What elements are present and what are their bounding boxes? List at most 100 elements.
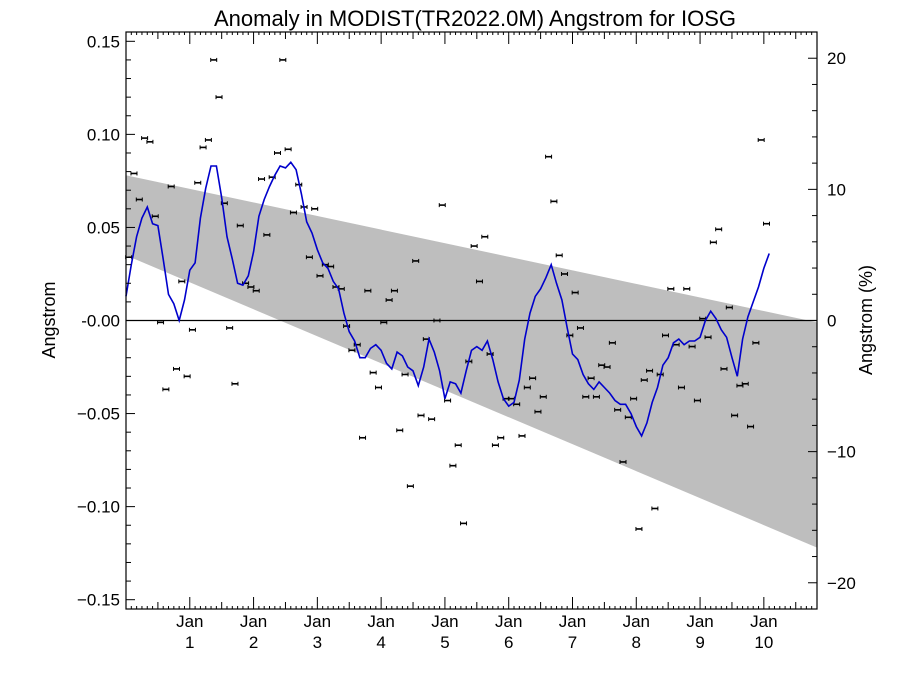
monthly-point <box>709 240 717 245</box>
y-left-tick-label: −0.10 <box>77 498 120 517</box>
monthly-point <box>279 57 287 62</box>
monthly-point <box>167 184 175 189</box>
monthly-point <box>199 145 207 150</box>
monthly-point <box>539 394 547 399</box>
x-tick-year-label: 3 <box>313 633 322 652</box>
monthly-point <box>725 305 733 310</box>
monthly-point <box>523 385 531 390</box>
monthly-point <box>486 352 494 357</box>
y-left-tick-label: 0.15 <box>87 32 120 51</box>
monthly-point <box>667 286 675 291</box>
monthly-point <box>741 381 749 386</box>
monthly-point <box>412 258 420 263</box>
monthly-point <box>545 154 553 159</box>
x-tick-month-label: Jan <box>623 612 650 631</box>
y-left-tick-label: −0.05 <box>77 405 120 424</box>
monthly-point <box>614 407 622 412</box>
monthly-point <box>635 526 643 531</box>
monthly-point <box>231 381 239 386</box>
monthly-point <box>693 398 701 403</box>
monthly-point <box>555 253 563 258</box>
y-left-tick-label: -0.00 <box>81 312 120 331</box>
monthly-point <box>683 286 691 291</box>
monthly-point <box>582 394 590 399</box>
monthly-point <box>534 409 542 414</box>
monthly-point <box>183 374 191 379</box>
monthly-point <box>157 320 165 325</box>
monthly-point <box>603 365 611 370</box>
monthly-point <box>151 214 159 219</box>
monthly-point <box>752 340 760 345</box>
monthly-point <box>561 271 569 276</box>
monthly-point <box>374 385 382 390</box>
y-right-tick-label: −10 <box>827 443 856 462</box>
x-tick-month-label: Jan <box>304 612 331 631</box>
monthly-point <box>731 413 739 418</box>
monthly-point <box>348 348 356 353</box>
monthly-point <box>316 273 324 278</box>
monthly-point <box>146 139 154 144</box>
monthly-point <box>364 288 372 293</box>
monthly-point <box>130 171 138 176</box>
monthly-point <box>571 290 579 295</box>
tick-labels-layer: 0.15 0.10 0.05 -0.00 −0.05 −0.10 −0.15 20 10 0 −10… <box>77 32 856 652</box>
chart-title: Anomaly in MODIST(TR2022.0M) Angstrom fo… <box>214 6 736 31</box>
monthly-point <box>406 484 414 489</box>
y-right-tick-label: 0 <box>827 312 836 331</box>
monthly-point <box>688 344 696 349</box>
monthly-point <box>396 428 404 433</box>
monthly-point <box>518 433 526 438</box>
monthly-point <box>433 318 441 323</box>
x-tick-month-label: Jan <box>431 612 458 631</box>
y-left-tick-label: 0.05 <box>87 218 120 237</box>
monthly-point <box>619 459 627 464</box>
monthly-point <box>444 398 452 403</box>
monthly-point <box>497 435 505 440</box>
x-tick-year-label: 8 <box>632 633 641 652</box>
monthly-point <box>194 180 202 185</box>
monthly-point <box>646 368 654 373</box>
x-tick-month-label: Jan <box>176 612 203 631</box>
monthly-point <box>401 372 409 377</box>
monthly-point <box>284 147 292 152</box>
monthly-point <box>305 255 313 260</box>
x-tick-year-label: 5 <box>440 633 449 652</box>
monthly-point <box>608 340 616 345</box>
monthly-point <box>704 335 712 340</box>
monthly-point <box>566 333 574 338</box>
monthly-point <box>677 385 685 390</box>
smoothed-line-layer <box>125 161 770 438</box>
monthly-point <box>289 210 297 215</box>
monthly-point <box>215 95 223 100</box>
monthly-point <box>475 279 483 284</box>
monthly-point <box>263 232 271 237</box>
monthly-point <box>529 376 537 381</box>
monthly-point <box>247 284 255 289</box>
smoothed-series-line <box>125 161 770 438</box>
monthly-point <box>576 325 584 330</box>
monthly-point <box>550 199 558 204</box>
monthly-point <box>369 370 377 375</box>
monthly-point <box>311 206 319 211</box>
monthly-point <box>258 177 266 182</box>
monthly-point <box>757 137 765 142</box>
x-tick-year-label: 9 <box>695 633 704 652</box>
monthly-point <box>210 57 218 62</box>
monthly-point <box>460 521 468 526</box>
monthly-point <box>385 298 393 303</box>
monthly-point <box>343 324 351 329</box>
monthly-point <box>592 394 600 399</box>
monthly-point <box>204 137 212 142</box>
monthly-point <box>640 378 648 383</box>
axes-layer <box>125 31 818 610</box>
monthly-point <box>715 227 723 232</box>
y-right-tick-label: 20 <box>827 49 846 68</box>
monthly-point <box>135 197 143 202</box>
x-tick-month-label: Jan <box>750 612 777 631</box>
monthly-point <box>470 244 478 249</box>
monthly-point <box>454 443 462 448</box>
monthly-point <box>252 288 260 293</box>
monthly-point <box>720 366 728 371</box>
monthly-point <box>390 288 398 293</box>
